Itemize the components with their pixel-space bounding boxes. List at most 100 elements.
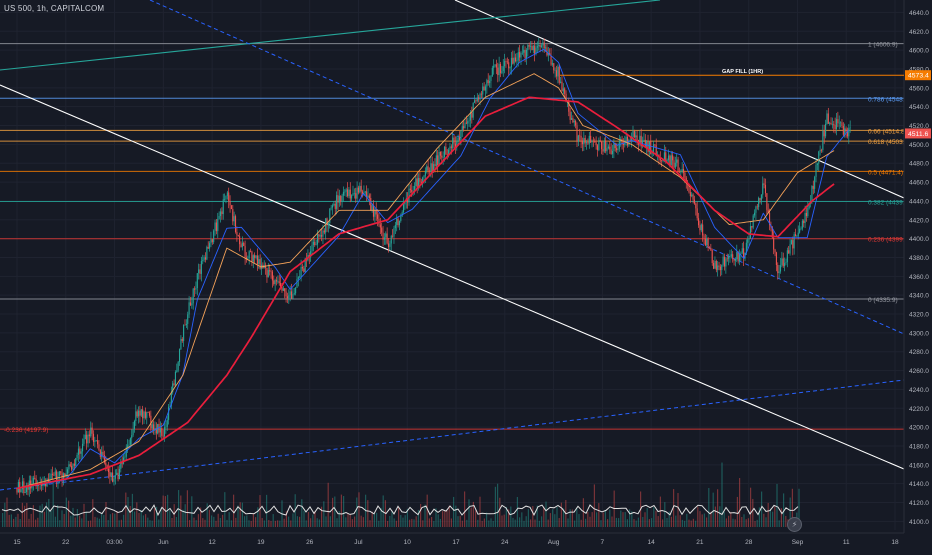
price-tick-label[interactable]: 4540.0 — [909, 104, 929, 111]
candle-body — [146, 412, 148, 418]
candle-body — [297, 277, 299, 280]
price-tick-label[interactable]: 4360.0 — [909, 274, 929, 281]
time-tick-label[interactable]: 11 — [843, 539, 850, 546]
volume-bar — [798, 488, 800, 527]
price-tick-label[interactable]: 4260.0 — [909, 368, 929, 375]
price-tick-label[interactable]: 4420.0 — [909, 217, 929, 224]
candle-body — [381, 227, 383, 233]
time-tick-label[interactable]: 7 — [601, 539, 605, 546]
time-axis[interactable]: 15 22 03:00 Jun 12 19 26 Jul 10 17 24 Aug 7 14 21 28 Sep… — [0, 532, 932, 550]
candle-body — [829, 122, 831, 124]
candle-body — [635, 135, 637, 138]
volume-bar — [230, 520, 232, 527]
candle-body — [763, 183, 765, 185]
candle-body — [286, 296, 288, 299]
volume-bar — [747, 518, 749, 527]
time-tick-label[interactable]: 28 — [745, 539, 753, 546]
candle-body — [135, 411, 137, 421]
volume-bars — [1, 462, 800, 527]
volume-bar — [356, 497, 358, 527]
candle-body — [632, 130, 634, 138]
candle-body — [616, 148, 618, 151]
candle-body — [665, 152, 667, 162]
price-tick-label[interactable]: 4480.0 — [909, 161, 929, 168]
candle-body — [364, 191, 366, 193]
time-tick-label[interactable]: 22 — [62, 539, 70, 546]
price-tick-label[interactable]: 4600.0 — [909, 48, 929, 55]
price-tick-label[interactable]: 4620.0 — [909, 29, 929, 36]
time-tick-label[interactable]: 26 — [306, 539, 314, 546]
candle-body — [713, 263, 715, 269]
candle-body — [383, 237, 385, 240]
time-tick-label[interactable]: 24 — [501, 539, 509, 546]
time-tick-label[interactable]: Jun — [158, 539, 169, 546]
candle-body — [835, 119, 838, 130]
price-tick-label[interactable]: 4240.0 — [909, 387, 929, 394]
time-tick-label[interactable]: 19 — [257, 539, 265, 546]
candle-body — [730, 254, 732, 257]
candle-body — [251, 251, 253, 262]
time-tick-label[interactable]: 14 — [648, 539, 656, 546]
time-tick-label[interactable]: 18 — [891, 539, 899, 546]
price-tick-label[interactable]: 4140.0 — [909, 481, 929, 488]
candle-body — [86, 434, 88, 444]
price-tick-label[interactable]: 4400.0 — [909, 236, 929, 243]
volume-bar — [543, 506, 545, 527]
volume-bar — [43, 511, 45, 527]
price-tick-label[interactable]: 4320.0 — [909, 312, 929, 319]
price-tick-label[interactable]: 4280.0 — [909, 349, 929, 356]
price-tick-label[interactable]: 4460.0 — [909, 180, 929, 187]
price-tick-label[interactable]: 4640.0 — [909, 10, 929, 17]
time-tick-label[interactable]: Jul — [354, 539, 363, 546]
candle-body — [180, 338, 182, 350]
price-tick-label[interactable]: 4220.0 — [909, 406, 929, 413]
price-tick-label[interactable]: 4560.0 — [909, 85, 929, 92]
price-tick-label[interactable]: 4100.0 — [909, 519, 929, 526]
volume-bar — [750, 487, 752, 527]
candle-body — [819, 149, 821, 152]
time-tick-label[interactable]: 12 — [209, 539, 217, 546]
candle-body — [517, 52, 519, 61]
tradingview-logo-icon[interactable]: ⚡ — [787, 517, 802, 532]
volume-bar — [721, 462, 723, 527]
time-tick-label[interactable]: 17 — [452, 539, 460, 546]
time-tick-label[interactable]: Sep — [792, 539, 804, 546]
fib-label: 0.66 (4514.8) — [868, 128, 907, 135]
price-tick-label[interactable]: 4440.0 — [909, 198, 929, 205]
volume-bar — [41, 503, 43, 527]
price-tick-label[interactable]: 4120.0 — [909, 500, 929, 507]
candle-body — [118, 468, 120, 480]
candle-body — [699, 225, 701, 231]
candle-body — [178, 349, 181, 362]
price-tick-label[interactable]: 4300.0 — [909, 330, 929, 337]
time-tick-label[interactable]: 21 — [696, 539, 704, 546]
candle-body — [415, 178, 417, 187]
volume-bar — [134, 511, 136, 527]
volume-ma-line — [1, 504, 799, 517]
price-tick-label[interactable]: 4200.0 — [909, 425, 929, 432]
price-tick-label[interactable]: 4380.0 — [909, 255, 929, 262]
candle-body — [614, 142, 616, 149]
price-tick-label[interactable]: 4520.0 — [909, 123, 929, 130]
candle-body — [265, 265, 267, 269]
price-tick-label[interactable]: 4340.0 — [909, 293, 929, 300]
time-tick-label[interactable]: Aug — [548, 539, 560, 546]
candle-body — [816, 163, 818, 166]
price-tick-label[interactable]: 4180.0 — [909, 443, 929, 450]
price-tick-label[interactable]: 4500.0 — [909, 142, 929, 149]
time-tick-label[interactable]: 15 — [13, 539, 21, 546]
volume-bar — [763, 513, 765, 527]
price-axis[interactable]: 4640.0 4620.0 4600.0 4580.0 4560.0 4540.0 4520… — [903, 0, 932, 550]
time-tick-label[interactable]: 10 — [404, 539, 412, 546]
candle-body — [554, 70, 556, 71]
volume-bar — [272, 514, 274, 527]
candle-body — [54, 471, 56, 476]
price-tick-label[interactable]: 4580.0 — [909, 66, 929, 73]
time-tick-label[interactable]: 03:00 — [106, 539, 123, 546]
volume-bar — [85, 511, 87, 527]
price-tick-label[interactable]: 4160.0 — [909, 462, 929, 469]
candle-body — [176, 370, 178, 372]
candle-body — [680, 171, 682, 173]
candle-body — [449, 146, 451, 150]
candle-body — [229, 201, 231, 206]
